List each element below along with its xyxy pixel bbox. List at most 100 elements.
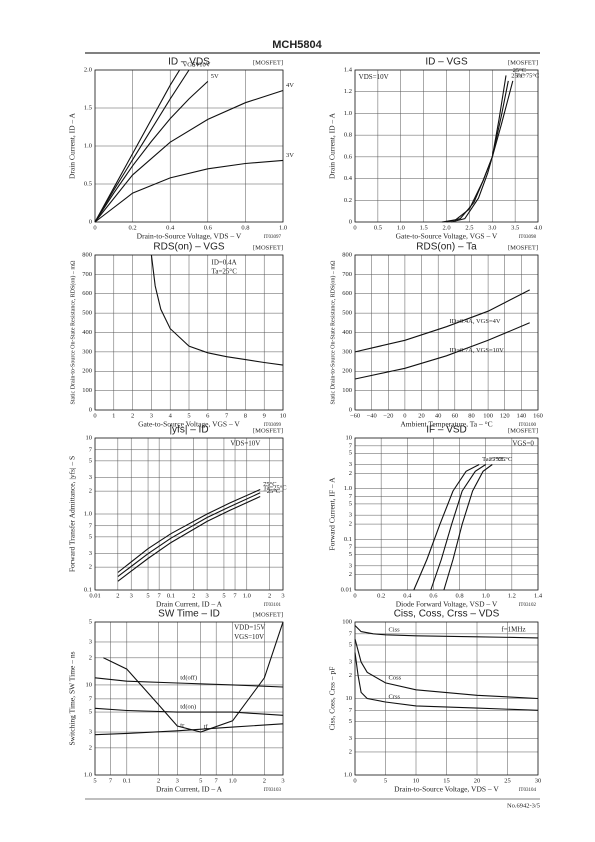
figure-code: IT03098 [519, 235, 537, 240]
chart-title: |yfs| – ID [169, 425, 208, 436]
y-tick-label: 3 [349, 562, 352, 569]
series-line [117, 495, 261, 582]
series-line [94, 80, 209, 223]
x-tick-label: 7 [233, 592, 237, 599]
x-tick-label: 0 [353, 224, 356, 231]
y-axis-label: Drain Current, ID – A [328, 112, 337, 179]
y-tick-label: 7 [349, 493, 353, 500]
y-tick-label: 7 [349, 442, 353, 449]
x-tick-label: 7 [158, 592, 162, 599]
series-line [450, 75, 507, 223]
y-tick-label: 700 [82, 271, 92, 278]
y-tick-label: 1.0 [344, 771, 352, 778]
y-tick-label: 7 [89, 446, 93, 453]
annotation: VDS=10V [359, 73, 389, 81]
series-line [94, 89, 284, 223]
footer-text: No.6942-3/5 [507, 802, 540, 809]
figure-code: IT03099 [264, 423, 282, 428]
x-tick-label: 2.0 [442, 224, 450, 231]
y-tick-label: 7 [89, 522, 93, 529]
chart-title: Ciss, Coss, Crss – VDS [394, 609, 500, 620]
chart-title: RDS(on) – Ta [416, 242, 477, 253]
x-tick-label: 5 [93, 777, 96, 784]
series-line [94, 159, 284, 223]
x-tick-label: 3 [205, 592, 208, 599]
chart-title: ID – VDS [168, 57, 210, 68]
y-tick-label: 0.8 [344, 132, 352, 139]
series-label: Ciss [389, 626, 401, 633]
y-tick-label: 0.6 [344, 153, 353, 160]
y-tick-label: 200 [342, 368, 352, 375]
x-tick-label: 7 [109, 777, 113, 784]
plot-frame [354, 437, 539, 591]
series-line [446, 80, 509, 223]
x-tick-label: 2 [131, 412, 134, 419]
x-tick-label: 1.0 [397, 224, 405, 231]
y-tick-label: 100 [342, 387, 352, 394]
x-tick-label: 1.0 [228, 777, 236, 784]
x-tick-label: 100 [483, 412, 493, 419]
y-axis-label: Static Drain-to-Source On-State Resistan… [69, 260, 76, 404]
x-tick-label: −60 [350, 412, 360, 419]
x-tick-label: −40 [367, 412, 377, 419]
y-tick-label: 2.0 [84, 66, 92, 73]
plot-frame [354, 254, 539, 411]
x-tick-label: 0 [353, 592, 356, 599]
x-tick-label: 5 [222, 592, 225, 599]
y-tick-label: 3 [89, 474, 92, 481]
series-label: Coss [389, 674, 402, 681]
series-label: VGS=10V [183, 61, 211, 68]
y-tick-label: 800 [82, 251, 92, 258]
x-tick-label: 0.8 [456, 592, 464, 599]
series-line [354, 652, 539, 711]
x-tick-label: 0.5 [374, 224, 382, 231]
y-tick-label: 1.0 [84, 510, 92, 517]
y-tick-label: 7 [89, 695, 93, 702]
series-label: 4V [286, 82, 294, 89]
figure-code: IT03102 [519, 603, 537, 608]
y-tick-label: 5 [349, 500, 352, 507]
series-label: 25°C [511, 72, 524, 79]
plot-frame [94, 621, 284, 776]
y-tick-label: 5 [349, 450, 352, 457]
series-label: 3V [286, 152, 294, 159]
x-tick-label: 5 [146, 592, 149, 599]
x-tick-label: 25 [504, 777, 511, 784]
y-tick-label: 10 [346, 695, 353, 702]
series-line [443, 464, 493, 591]
x-tick-label: 1.0 [279, 224, 287, 231]
chart-title: RDS(on) – VGS [153, 242, 224, 253]
x-tick-label: 4.0 [534, 224, 542, 231]
x-tick-label: 0.2 [377, 592, 385, 599]
x-tick-label: 0 [93, 412, 96, 419]
chart-tag: [MOSFET] [508, 59, 538, 66]
figure-code: IT03097 [264, 235, 282, 240]
x-tick-label: 3 [150, 412, 153, 419]
figure-code: IT03101 [264, 603, 282, 608]
x-tick-label: 1.4 [534, 592, 543, 599]
y-tick-label: 300 [82, 348, 92, 355]
x-tick-label: 0.1 [123, 777, 131, 784]
y-tick-label: 0 [349, 218, 352, 225]
y-tick-label: 7 [349, 544, 353, 551]
y-axis-label: Forward Current, IF – A [328, 477, 337, 551]
series-label: −25°C [509, 67, 526, 74]
y-tick-label: 100 [342, 618, 352, 625]
y-tick-label: 2 [349, 571, 352, 578]
x-tick-label: 15 [443, 777, 450, 784]
x-tick-label: 140 [516, 412, 526, 419]
series-label: td(on) [180, 704, 196, 711]
y-tick-label: 3 [349, 735, 352, 742]
y-tick-label: 0.01 [341, 586, 352, 593]
y-axis-label: Switching Time, SW Time – ns [68, 651, 77, 745]
y-tick-label: 10 [86, 434, 93, 441]
y-tick-label: 300 [342, 348, 352, 355]
series-label: Ta=75°C [516, 72, 540, 79]
series-label: tr [180, 722, 185, 729]
x-tick-label: 0 [403, 412, 406, 419]
y-tick-label: 2 [89, 744, 92, 751]
y-axis-label: Drain Current, ID – A [68, 112, 77, 179]
x-tick-label: 2 [192, 592, 195, 599]
